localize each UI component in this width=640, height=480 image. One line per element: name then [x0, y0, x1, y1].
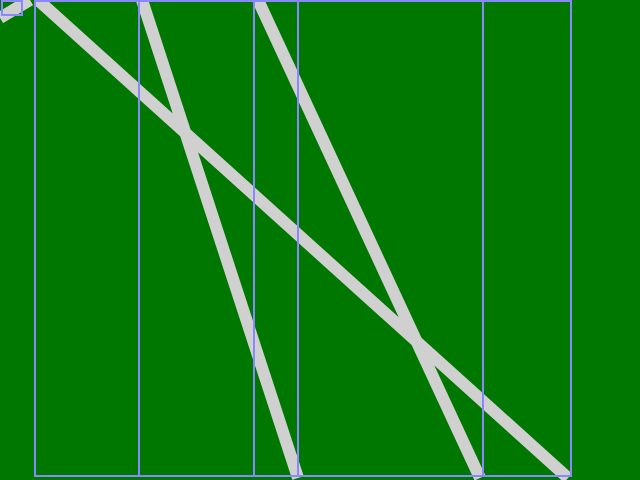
small-square-icon[interactable] [1, 0, 23, 16]
track-paths [0, 0, 573, 480]
grid-cell-5[interactable] [482, 0, 572, 477]
track-path-steep-right [252, 0, 486, 480]
track-path-steep-left [136, 0, 304, 480]
track-path-diagonal-long [33, 0, 573, 480]
grid-lines [1, 0, 572, 477]
